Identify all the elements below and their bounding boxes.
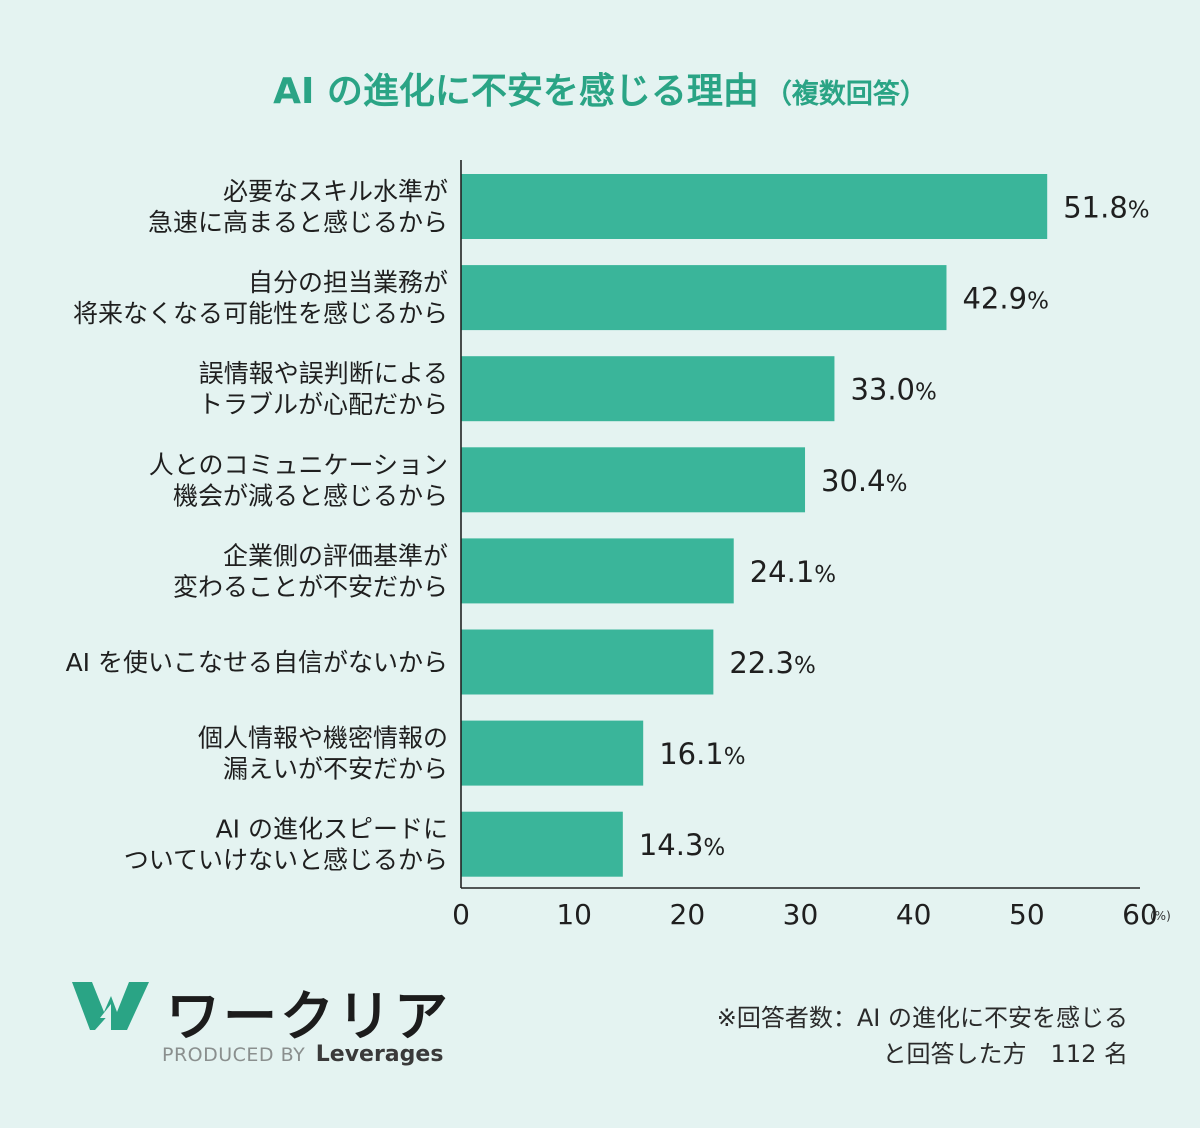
value-unit: % <box>703 835 725 861</box>
category-label-line: 急速に高まると感じるから <box>148 208 448 237</box>
category-label-line: 自分の担当業務が <box>248 268 448 297</box>
bar-5 <box>461 538 734 604</box>
brand-logo: ワークリア PRODUCED BY Leverages <box>70 970 448 1070</box>
value-label-8: 14.3% <box>639 828 725 862</box>
value-label-3: 33.0% <box>850 373 936 407</box>
chart-title-sub: （複数回答） <box>764 79 927 110</box>
respondent-note: ※回答者数：AI の進化に不安を感じる と回答した方 112 名 <box>717 1000 1128 1072</box>
category-label-1: 必要なスキル水準が急速に高まると感じるから <box>148 177 448 237</box>
produced-by-credit: PRODUCED BY Leverages <box>162 1042 443 1067</box>
value-unit: % <box>1128 198 1150 224</box>
x-tick-label-20: 20 <box>670 898 706 931</box>
bar-4 <box>461 447 806 513</box>
respondent-note-line-2: と回答した方 112 名 <box>882 1040 1128 1068</box>
category-label-6: AI を使いこなせる自信がないから <box>66 648 448 677</box>
value-unit: % <box>915 380 937 406</box>
category-label-line: 漏えいが不安だから <box>223 755 448 784</box>
category-label-line: トラブルが心配だから <box>198 390 448 419</box>
category-label-line: 個人情報や機密情報の <box>198 724 448 753</box>
value-label-7: 16.1% <box>659 737 745 771</box>
logo-name: ワークリア <box>166 985 451 1048</box>
x-tick-label-40: 40 <box>896 898 932 931</box>
category-label-line: 将来なくなる可能性を感じるから <box>73 299 448 328</box>
category-label-3: 誤情報や誤判断によるトラブルが心配だから <box>198 359 448 419</box>
value-unit: % <box>814 562 836 588</box>
bar-6 <box>461 629 714 695</box>
bar-chart: 51.8% 必要なスキル水準が急速に高まると感じるから 42.9% 自分の担当業務が将… <box>66 160 1171 931</box>
category-label-5: 企業側の評価基準が変わることが不安だから <box>173 541 448 601</box>
x-tick-label-60: 60 <box>1122 898 1158 931</box>
bar-7 <box>461 720 644 786</box>
value-unit: % <box>724 744 746 770</box>
x-tick-label-30: 30 <box>783 898 819 931</box>
x-tick-label-50: 50 <box>1009 898 1045 931</box>
category-label-line: 必要なスキル水準が <box>223 177 448 206</box>
workclear-w-icon <box>72 982 149 1030</box>
value-label-1: 51.8% <box>1063 191 1149 225</box>
bar-3 <box>461 356 835 422</box>
category-label-4: 人とのコミュニケーション機会が減ると感じるから <box>149 450 448 510</box>
value-unit: % <box>886 471 908 497</box>
category-label-line: 機会が減ると感じるから <box>173 481 448 510</box>
x-tick-label-10: 10 <box>556 898 592 931</box>
credit-brand: Leverages <box>315 1042 444 1067</box>
category-label-line: 誤情報や誤判断による <box>199 359 448 388</box>
category-label-7: 個人情報や機密情報の漏えいが不安だから <box>198 724 448 784</box>
category-label-8: AI の進化スピードについていけないと感じるから <box>124 815 448 875</box>
value-unit: % <box>794 653 816 679</box>
category-label-line: 企業側の評価基準が <box>223 541 448 570</box>
bar-2 <box>461 265 947 331</box>
category-label-line: 変わることが不安だから <box>173 572 448 601</box>
category-label-line: AI の進化スピードに <box>216 815 448 844</box>
x-axis-unit: (%) <box>1150 909 1171 923</box>
respondent-note-line-1: ※回答者数：AI の進化に不安を感じる <box>716 1004 1128 1032</box>
bar-8 <box>461 811 623 877</box>
value-label-6: 22.3% <box>729 646 815 680</box>
category-label-line: 人とのコミュニケーション <box>149 450 448 479</box>
category-label-line: ついていけないと感じるから <box>124 846 448 875</box>
x-tick-label-0: 0 <box>452 898 470 931</box>
value-label-2: 42.9% <box>962 282 1048 316</box>
value-unit: % <box>1027 289 1049 315</box>
chart-title: AI の進化に不安を感じる理由 （複数回答） <box>0 62 1200 114</box>
chart-title-main: AI の進化に不安を感じる理由 <box>273 71 759 112</box>
category-label-line: AI を使いこなせる自信がないから <box>66 648 448 677</box>
value-label-4: 30.4% <box>821 464 907 498</box>
value-label-5: 24.1% <box>750 555 836 589</box>
category-label-2: 自分の担当業務が将来なくなる可能性を感じるから <box>73 268 448 328</box>
bar-1 <box>461 174 1048 239</box>
credit-prefix: PRODUCED BY <box>162 1044 306 1066</box>
